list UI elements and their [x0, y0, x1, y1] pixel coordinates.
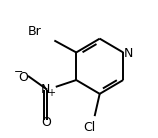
Text: O: O: [41, 116, 51, 129]
Text: O: O: [18, 71, 28, 84]
Text: Cl: Cl: [83, 121, 95, 134]
Text: N: N: [123, 47, 133, 60]
Text: −: −: [14, 67, 23, 77]
Text: +: +: [47, 88, 55, 98]
Text: Br: Br: [27, 25, 41, 38]
Text: N: N: [41, 83, 51, 95]
